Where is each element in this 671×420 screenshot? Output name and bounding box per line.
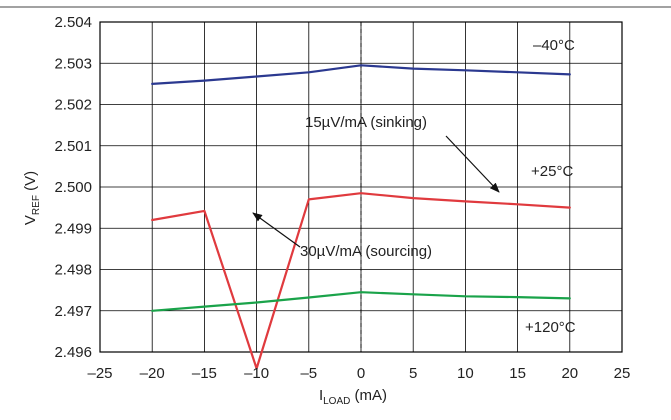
x-tick-label: –5 — [300, 365, 317, 382]
y-tick-label: 2.498 — [54, 262, 92, 279]
series-layer — [151, 64, 571, 370]
x-axis-subscript: LOAD — [323, 396, 350, 407]
x-tick-label: –15 — [192, 365, 217, 382]
y-tick-label: 2.500 — [54, 179, 92, 196]
x-tick-label: 20 — [561, 365, 578, 382]
arrow-sourcing — [252, 212, 301, 248]
y-axis-title: VREF (V) — [22, 171, 42, 225]
annotation-sourcing: 30µV/mA (sourcing) — [300, 243, 432, 260]
y-tick-label: 2.496 — [54, 344, 92, 361]
x-tick-label: 0 — [357, 365, 365, 382]
y-tick-label: 2.502 — [54, 97, 92, 114]
y-axis-subscript: REF — [31, 195, 42, 215]
y-tick-labels: 2.496 2.497 2.498 2.499 2.500 2.501 2.502 2.503… — [54, 14, 92, 361]
series-line-2 — [151, 291, 571, 312]
y-axis-symbol: V — [22, 215, 39, 225]
series-label-plus120: +120°C — [525, 319, 576, 336]
x-tick-label: 15 — [509, 365, 526, 382]
y-tick-label: 2.501 — [54, 138, 92, 155]
x-tick-labels: –25 –20 –15 –10 –5 0 5 10 15 20 25 — [87, 365, 630, 382]
series-line-1 — [151, 192, 571, 370]
x-axis-unit: (mA) — [350, 387, 387, 404]
series-label-plus25: +25°C — [531, 163, 573, 180]
x-tick-label: –10 — [244, 365, 269, 382]
y-tick-label: 2.504 — [54, 14, 92, 31]
x-axis-title: ILOAD (mA) — [319, 387, 387, 407]
x-axis-symbol: I — [319, 387, 323, 404]
arrow-sinking — [445, 135, 500, 193]
y-axis-unit: (V) — [22, 171, 39, 195]
y-tick-label: 2.499 — [54, 220, 92, 237]
series-label-minus40: –40°C — [533, 37, 575, 54]
x-tick-label: 25 — [614, 365, 631, 382]
series-line-0 — [151, 64, 571, 86]
x-tick-label: –20 — [140, 365, 165, 382]
y-tick-label: 2.497 — [54, 303, 92, 320]
x-tick-label: 10 — [457, 365, 474, 382]
x-tick-label: 5 — [409, 365, 417, 382]
x-tick-label: –25 — [87, 365, 112, 382]
annotation-sinking: 15µV/mA (sinking) — [305, 114, 427, 131]
y-tick-label: 2.503 — [54, 55, 92, 72]
